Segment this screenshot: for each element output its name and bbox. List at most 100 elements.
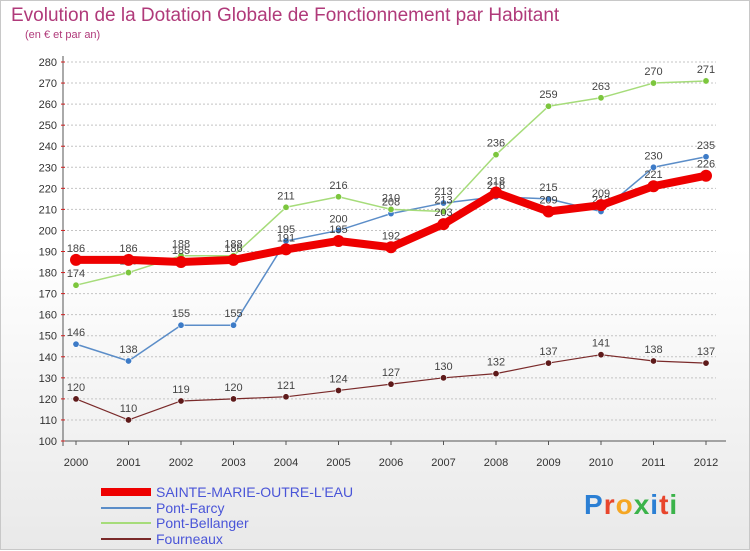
data-label: 191 xyxy=(277,232,295,244)
data-point xyxy=(72,395,80,403)
logo-letter: i xyxy=(650,489,660,520)
data-label: 185 xyxy=(172,245,190,257)
data-point xyxy=(334,193,342,201)
series-line xyxy=(75,80,707,286)
y-tick-label: 140 xyxy=(39,352,57,364)
legend-label: Fourneaux xyxy=(156,530,223,547)
data-point xyxy=(649,163,657,171)
data-label: 235 xyxy=(697,140,715,152)
data-point xyxy=(70,253,82,266)
data-label: 263 xyxy=(592,81,610,93)
y-tick-label: 220 xyxy=(39,183,57,195)
data-label: 146 xyxy=(67,327,85,339)
data-label: 259 xyxy=(539,89,557,101)
data-label: 155 xyxy=(172,308,190,320)
data-point xyxy=(597,94,605,102)
data-label: 174 xyxy=(67,268,85,280)
data-label: 120 xyxy=(67,382,85,394)
x-tick-label: 2007 xyxy=(431,457,455,469)
proxiti-logo: Proxiti xyxy=(584,489,678,521)
legend-swatch xyxy=(101,537,151,540)
y-tick-label: 120 xyxy=(39,394,57,406)
legend-item: Pont-Bellanger xyxy=(101,516,431,532)
legend-swatch xyxy=(101,506,151,509)
y-tick-label: 230 xyxy=(39,162,57,174)
legend-label: SAINTE-MARIE-OUTRE-L'EAU xyxy=(156,484,354,500)
data-point xyxy=(437,218,450,231)
data-label: 188 xyxy=(172,239,190,251)
data-point xyxy=(334,226,342,234)
y-tick-label: 170 xyxy=(39,289,57,301)
data-label: 127 xyxy=(382,367,400,379)
logo-letter: t xyxy=(659,489,670,520)
logo-letter: o xyxy=(615,489,634,520)
y-tick-label: 130 xyxy=(39,373,57,385)
legend-label: Pont-Bellanger xyxy=(156,515,249,531)
data-point xyxy=(439,199,447,207)
y-tick-label: 280 xyxy=(39,57,57,69)
data-label: 236 xyxy=(487,138,505,150)
data-label: 208 xyxy=(382,197,400,209)
data-label: 195 xyxy=(329,224,347,236)
data-point xyxy=(597,351,605,359)
data-point xyxy=(439,374,447,382)
data-label: 192 xyxy=(382,230,400,242)
data-label: 210 xyxy=(382,192,400,204)
y-tick-label: 270 xyxy=(39,78,57,90)
data-point xyxy=(700,169,712,182)
data-label: 209 xyxy=(539,194,557,206)
data-label: 121 xyxy=(277,380,295,392)
data-label: 270 xyxy=(644,66,662,78)
logo-letter: r xyxy=(603,489,616,520)
data-label: 203 xyxy=(434,207,452,219)
x-tick-label: 2005 xyxy=(326,457,350,469)
data-point xyxy=(702,153,710,161)
y-tick-label: 240 xyxy=(39,141,57,153)
data-label: 218 xyxy=(487,176,505,188)
legend-label: Pont-Farcy xyxy=(156,499,225,516)
data-label: 119 xyxy=(172,384,190,396)
data-point xyxy=(492,151,500,159)
data-label: 137 xyxy=(539,346,557,358)
y-tick-label: 100 xyxy=(39,436,57,448)
data-point xyxy=(125,269,133,277)
data-point xyxy=(72,340,80,348)
data-label: 186 xyxy=(224,243,242,255)
data-point xyxy=(282,393,290,401)
data-label: 230 xyxy=(644,150,662,162)
data-label: 226 xyxy=(697,159,715,171)
chart-title: Evolution de la Dotation Globale de Fonc… xyxy=(11,5,560,26)
x-tick-label: 2012 xyxy=(694,457,718,469)
data-point xyxy=(649,79,657,87)
legend: SAINTE-MARIE-OUTRE-L'EAU Pont-Farcy Pont-B… xyxy=(101,485,431,547)
data-point xyxy=(387,380,395,388)
legend-item: Fourneaux xyxy=(101,530,431,548)
y-tick-label: 250 xyxy=(39,120,57,132)
data-label: 155 xyxy=(224,308,242,320)
logo-letter: x xyxy=(633,489,651,520)
logo-letter: i xyxy=(669,489,679,520)
data-point xyxy=(332,234,345,247)
legend-item: SAINTE-MARIE-OUTRE-L'EAU xyxy=(101,485,431,501)
data-label: 110 xyxy=(120,403,138,415)
data-point xyxy=(72,281,80,289)
data-point xyxy=(542,205,555,218)
y-tick-label: 260 xyxy=(39,99,57,111)
data-point xyxy=(387,205,395,213)
data-label: 141 xyxy=(592,338,610,350)
data-point xyxy=(177,397,185,405)
data-point xyxy=(544,359,552,367)
data-point xyxy=(490,186,502,199)
x-tick-label: 2011 xyxy=(642,457,666,469)
y-tick-label: 190 xyxy=(39,247,57,259)
data-label: 132 xyxy=(487,357,505,369)
data-point xyxy=(544,102,552,110)
data-point xyxy=(385,241,397,254)
x-tick-label: 2008 xyxy=(484,457,508,469)
data-label: 216 xyxy=(329,180,347,192)
data-label: 137 xyxy=(697,346,715,358)
chart-subtitle: (en € et par an) xyxy=(25,29,101,41)
data-point xyxy=(649,357,657,365)
